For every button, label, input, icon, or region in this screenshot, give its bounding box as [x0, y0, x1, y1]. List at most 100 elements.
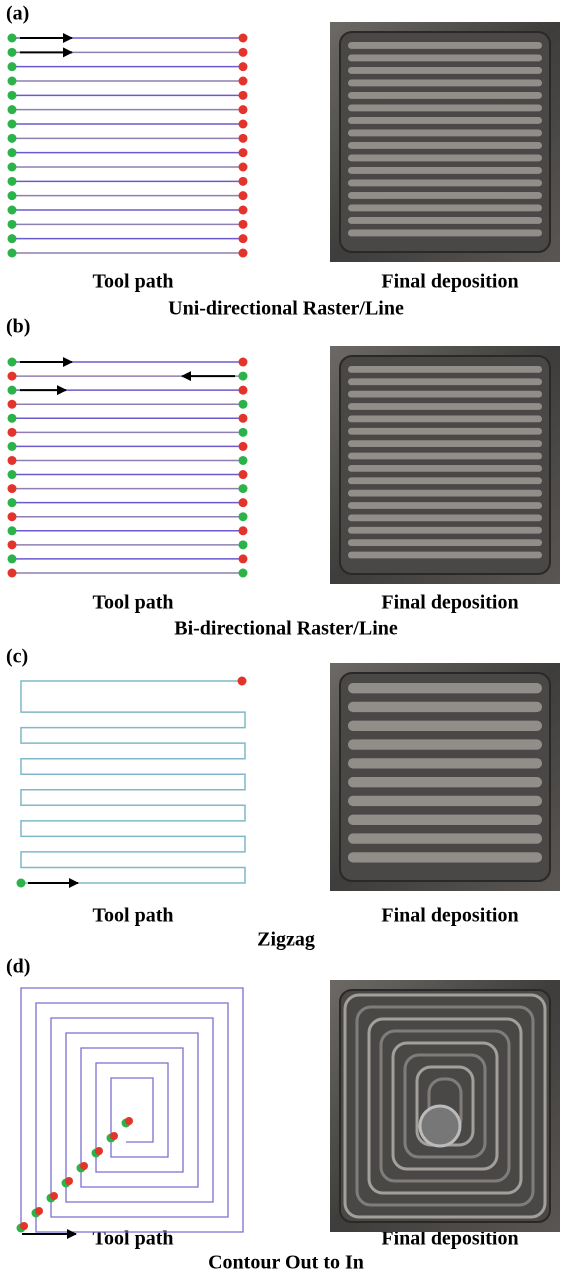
deposit-bead — [348, 230, 542, 237]
deposit-bead — [348, 205, 542, 212]
panel-label: (d) — [6, 956, 30, 978]
path-point — [8, 554, 17, 563]
path-point — [8, 414, 17, 423]
path-point — [8, 526, 17, 535]
deposit-bead — [348, 80, 542, 87]
deposit-bead — [348, 416, 542, 423]
path-point — [8, 77, 17, 86]
deposit-bead — [348, 852, 542, 862]
deposit-bead — [348, 490, 542, 497]
deposit-bead — [348, 453, 542, 460]
end-point — [20, 1222, 28, 1230]
path-point — [238, 677, 247, 686]
deposit-center — [420, 1106, 460, 1146]
path-point — [8, 249, 17, 258]
path-point — [8, 456, 17, 465]
path-point — [239, 148, 248, 157]
deposit-bead — [348, 440, 542, 447]
path-point — [239, 554, 248, 563]
path-point — [239, 77, 248, 86]
panel-label: (a) — [6, 3, 29, 25]
path-point — [239, 191, 248, 200]
path-point — [8, 428, 17, 437]
path-point — [239, 526, 248, 535]
path-point — [239, 358, 248, 367]
deposit-bead — [348, 428, 542, 435]
path-point — [8, 400, 17, 409]
path-point — [239, 206, 248, 215]
path-point — [8, 386, 17, 395]
path-point — [8, 48, 17, 57]
path-point — [239, 484, 248, 493]
path-point — [8, 105, 17, 114]
panel-title: Uni-directional Raster/Line — [168, 298, 404, 320]
deposit-bead — [348, 515, 542, 522]
path-point — [8, 470, 17, 479]
path-point — [239, 120, 248, 129]
path-point — [239, 234, 248, 243]
deposit-bead — [348, 167, 542, 174]
path-point — [8, 442, 17, 451]
deposit-bead — [348, 180, 542, 187]
end-point — [95, 1147, 103, 1155]
deposit-bead — [348, 155, 542, 162]
deposit-bead — [348, 117, 542, 124]
deposit-bead — [348, 378, 542, 385]
path-point — [239, 456, 248, 465]
deposit-bead — [348, 67, 542, 74]
deposit-bead — [348, 833, 542, 843]
right-caption: Final deposition — [381, 592, 518, 614]
path-point — [8, 512, 17, 521]
path-point — [239, 540, 248, 549]
figure: (a) Tool path Final deposition Uni-directio… — [0, 0, 572, 1278]
deposit-bead — [348, 477, 542, 484]
path-point — [8, 234, 17, 243]
path-point — [8, 148, 17, 157]
deposit-bead — [348, 391, 542, 398]
deposit-bead — [348, 815, 542, 825]
end-point — [50, 1192, 58, 1200]
path-point — [17, 879, 26, 888]
left-caption: Tool path — [93, 592, 174, 614]
path-point — [239, 386, 248, 395]
deposit-bead — [348, 55, 542, 62]
end-point — [35, 1207, 43, 1215]
deposit-bead — [348, 92, 542, 99]
path-point — [239, 372, 248, 381]
path-point — [239, 569, 248, 578]
deposit-bead — [348, 552, 542, 559]
path-point — [8, 220, 17, 229]
path-point — [239, 414, 248, 423]
left-caption: Tool path — [93, 1228, 174, 1250]
page: (a) Tool path Final deposition Uni-directio… — [0, 0, 572, 1278]
end-point — [65, 1177, 73, 1185]
deposit-bead — [348, 105, 542, 112]
path-point — [239, 498, 248, 507]
path-point — [239, 48, 248, 57]
deposit-bead — [348, 403, 542, 410]
deposit-bead — [348, 42, 542, 49]
deposit-bead — [348, 539, 542, 546]
path-point — [239, 512, 248, 521]
deposit-bead — [348, 465, 542, 472]
path-point — [8, 91, 17, 100]
end-point — [110, 1132, 118, 1140]
deposit-bead — [348, 777, 542, 787]
left-caption: Tool path — [93, 271, 174, 293]
path-point — [8, 34, 17, 43]
deposit-bead — [348, 142, 542, 149]
deposit-bead — [348, 721, 542, 731]
left-caption: Tool path — [93, 905, 174, 927]
deposit-bead — [348, 217, 542, 224]
end-point — [125, 1117, 133, 1125]
path-point — [239, 163, 248, 172]
path-point — [8, 62, 17, 71]
path-point — [8, 206, 17, 215]
deposit-bead — [348, 739, 542, 749]
path-point — [8, 191, 17, 200]
path-point — [8, 484, 17, 493]
path-point — [239, 249, 248, 258]
path-point — [8, 540, 17, 549]
path-point — [239, 428, 248, 437]
deposit-bead — [348, 192, 542, 199]
